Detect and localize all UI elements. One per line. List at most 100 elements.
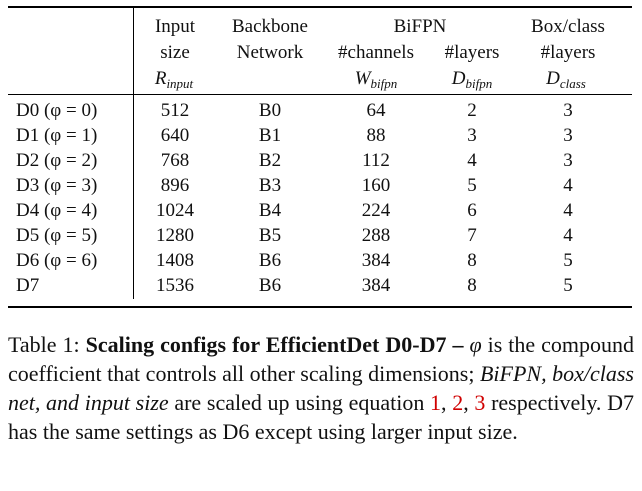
channels-cell: 112 xyxy=(362,150,390,171)
phi-value: (φ = 6) xyxy=(43,250,98,271)
box-layers-cell: 3 xyxy=(563,100,573,121)
channels-cell: 384 xyxy=(361,275,391,296)
table-column-divider xyxy=(133,8,134,299)
model-name: D1 xyxy=(16,125,40,146)
table-row: D4 (φ = 4) 1024 B4 224 6 4 xyxy=(0,199,642,222)
bifpn-layers-cell: 4 xyxy=(467,150,477,171)
input-size-cell: 640 xyxy=(160,125,190,146)
channels-cell: 64 xyxy=(366,100,386,121)
symbol-d-class: D xyxy=(546,68,560,89)
model-name: D0 xyxy=(16,100,40,121)
header-bifpn-group: BiFPN xyxy=(393,16,447,37)
symbol-d-class-subscript: class xyxy=(559,76,586,91)
symbol-r: R xyxy=(154,68,167,89)
symbol-r-subscript: input xyxy=(166,76,194,91)
header-bifpn-depth-symbol: Dbifpn xyxy=(452,68,492,95)
input-size-cell: 1024 xyxy=(156,200,194,221)
table-row: D3 (φ = 3) 896 B3 160 5 4 xyxy=(0,174,642,197)
backbone-cell: B4 xyxy=(258,200,282,221)
header-boxclass-line2: #layers xyxy=(540,42,596,63)
header-input-line1: Input xyxy=(154,16,196,37)
input-size-cell: 1536 xyxy=(156,275,194,296)
table-row: D1 (φ = 1) 640 B1 88 3 3 xyxy=(0,124,642,147)
header-backbone-line1: Backbone xyxy=(232,16,308,37)
symbol-d-bifpn-subscript: bifpn xyxy=(465,76,493,91)
backbone-cell: B0 xyxy=(258,100,282,121)
input-size-cell: 1280 xyxy=(156,225,194,246)
table-row: D7 1536 B6 384 8 5 xyxy=(0,274,642,297)
header-boxclass-symbol: Dclass xyxy=(546,68,586,95)
table-row: D2 (φ = 2) 768 B2 112 4 3 xyxy=(0,149,642,172)
caption-phi-symbol: φ xyxy=(469,332,482,357)
caption-separator-2: , xyxy=(463,390,475,415)
row-label: D1 (φ = 1) xyxy=(16,124,97,147)
header-bifpn-channels: #channels xyxy=(338,42,414,63)
symbol-w: W xyxy=(354,68,371,89)
row-label: D5 (φ = 5) xyxy=(16,224,97,247)
row-label: D6 (φ = 6) xyxy=(16,249,97,272)
box-layers-cell: 4 xyxy=(563,200,573,221)
box-layers-cell: 4 xyxy=(563,225,573,246)
input-size-cell: 1408 xyxy=(156,250,194,271)
bifpn-layers-cell: 8 xyxy=(467,275,477,296)
backbone-cell: B5 xyxy=(258,225,282,246)
backbone-cell: B6 xyxy=(258,275,282,296)
caption-text-2: are scaled up using equation xyxy=(168,390,431,415)
model-name: D3 xyxy=(16,175,40,196)
phi-value: (φ = 5) xyxy=(43,225,98,246)
channels-cell: 224 xyxy=(361,200,391,221)
table-caption: Table 1: Scaling configs for EfficientDe… xyxy=(8,330,634,446)
table-row: D6 (φ = 6) 1408 B6 384 8 5 xyxy=(0,249,642,272)
input-size-cell: 768 xyxy=(160,150,190,171)
equation-ref-1-link[interactable]: 1 xyxy=(430,390,442,415)
row-label: D0 (φ = 0) xyxy=(16,99,97,122)
channels-cell: 160 xyxy=(361,175,391,196)
model-name: D7 xyxy=(16,275,40,296)
phi-value: (φ = 0) xyxy=(43,100,98,121)
row-label: D4 (φ = 4) xyxy=(16,199,97,222)
table-row: D5 (φ = 5) 1280 B5 288 7 4 xyxy=(0,224,642,247)
box-layers-cell: 3 xyxy=(563,150,573,171)
bifpn-layers-cell: 3 xyxy=(467,125,477,146)
symbol-d-bifpn: D xyxy=(451,68,466,89)
table-top-rule xyxy=(8,6,632,8)
model-name: D5 xyxy=(16,225,40,246)
bifpn-layers-cell: 7 xyxy=(467,225,477,246)
symbol-w-subscript: bifpn xyxy=(370,76,398,91)
phi-value: (φ = 4) xyxy=(43,200,98,221)
input-size-cell: 512 xyxy=(160,100,190,121)
backbone-cell: B2 xyxy=(258,150,282,171)
box-layers-cell: 4 xyxy=(563,175,573,196)
header-backbone-line2: Network xyxy=(236,42,304,63)
box-layers-cell: 3 xyxy=(563,125,573,146)
header-boxclass-line1: Box/class xyxy=(531,16,605,37)
model-name: D6 xyxy=(16,250,40,271)
header-bifpn-layers: #layers xyxy=(444,42,500,63)
phi-value: (φ = 2) xyxy=(43,150,98,171)
equation-ref-2-link[interactable]: 2 xyxy=(452,390,464,415)
equation-ref-3-link[interactable]: 3 xyxy=(474,390,486,415)
bifpn-layers-cell: 5 xyxy=(467,175,477,196)
channels-cell: 88 xyxy=(366,125,386,146)
backbone-cell: B1 xyxy=(258,125,282,146)
channels-cell: 288 xyxy=(361,225,391,246)
bifpn-layers-cell: 2 xyxy=(467,100,477,121)
model-name: D4 xyxy=(16,200,40,221)
box-layers-cell: 5 xyxy=(563,250,573,271)
table-row: D0 (φ = 0) 512 B0 64 2 3 xyxy=(0,99,642,122)
input-size-cell: 896 xyxy=(160,175,190,196)
caption-bold-title: Scaling configs for EfficientDet D0-D7 – xyxy=(85,332,470,357)
caption-italic-text: BiFPN, box/class net, and input size xyxy=(8,361,634,415)
header-input-line2: size xyxy=(160,42,190,63)
channels-cell: 384 xyxy=(361,250,391,271)
row-label: D3 (φ = 3) xyxy=(16,174,97,197)
header-bifpn-width-symbol: Wbifpn xyxy=(355,68,398,95)
box-layers-cell: 5 xyxy=(563,275,573,296)
caption-text-3: respectively. D7 has the same settings a… xyxy=(8,390,634,444)
table-header-rule xyxy=(8,94,632,95)
phi-value: (φ = 3) xyxy=(43,175,98,196)
bifpn-layers-cell: 8 xyxy=(467,250,477,271)
caption-text-1: is the compound coefficient that control… xyxy=(8,332,635,386)
table-bottom-rule xyxy=(8,306,632,308)
